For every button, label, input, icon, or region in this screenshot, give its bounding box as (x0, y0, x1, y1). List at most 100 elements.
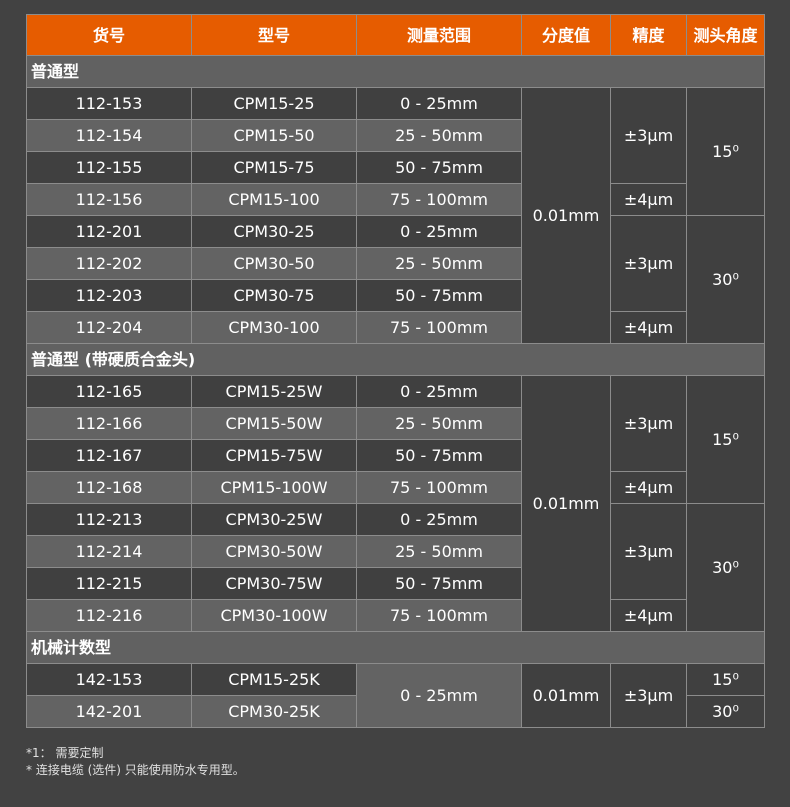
range-cell: 75 - 100mm (356, 183, 522, 216)
model-cell: CPM15-100W (191, 471, 357, 504)
section-row: 普通型 (26, 55, 765, 88)
table-row: 112-156 CPM15-100 75 - 100mm ±4μm (26, 183, 765, 216)
range-cell: 25 - 50mm (356, 407, 522, 440)
accuracy-cell: ±4μm (610, 471, 687, 504)
range-cell: 50 - 75mm (356, 439, 522, 472)
probe-angle-cell: 15⁰ (686, 375, 765, 504)
range-cell: 0 - 25mm (356, 663, 522, 728)
range-cell: 0 - 25mm (356, 375, 522, 408)
model-cell: CPM30-100 (191, 311, 357, 344)
accuracy-cell: ±3μm (610, 503, 687, 600)
probe-angle-cell: 30⁰ (686, 503, 765, 632)
accuracy-cell: ±3μm (610, 375, 687, 472)
section-row: 机械计数型 (26, 631, 765, 664)
table-row: 112-214 CPM30-50W 25 - 50mm (26, 535, 765, 568)
table-row: 112-216 CPM30-100W 75 - 100mm ±4μm (26, 599, 765, 632)
range-cell: 25 - 50mm (356, 535, 522, 568)
range-cell: 25 - 50mm (356, 119, 522, 152)
header-item-no: 货号 (26, 14, 192, 56)
table-row: 112-202 CPM30-50 25 - 50mm (26, 247, 765, 280)
model-cell: CPM15-25W (191, 375, 357, 408)
table-row: 112-166 CPM15-50W 25 - 50mm (26, 407, 765, 440)
section-title: 普通型 (带硬质合金头) (26, 343, 765, 376)
accuracy-cell: ±3μm (610, 215, 687, 312)
accuracy-cell: ±4μm (610, 599, 687, 632)
table-row: 112-213 CPM30-25W 0 - 25mm ±3μm 30⁰ (26, 503, 765, 632)
item-number-cell: 112-213 (26, 503, 192, 536)
item-number-cell: 112-214 (26, 535, 192, 568)
accuracy-cell: ±3μm (610, 87, 687, 184)
range-cell: 0 - 25mm (356, 215, 522, 248)
probe-angle-cell: 15⁰ (686, 87, 765, 216)
model-cell: CPM30-50 (191, 247, 357, 280)
model-cell: CPM15-50 (191, 119, 357, 152)
model-cell: CPM30-75W (191, 567, 357, 600)
item-number-cell: 112-154 (26, 119, 192, 152)
section-title: 普通型 (26, 55, 765, 88)
footnote: * 连接电缆 (选件) 只能使用防水专用型。 (26, 763, 245, 777)
range-cell: 0 - 25mm (356, 503, 522, 536)
range-cell: 50 - 75mm (356, 279, 522, 312)
item-number-cell: 112-215 (26, 567, 192, 600)
table-row: 112-215 CPM30-75W 50 - 75mm (26, 567, 765, 600)
footnote: *1： 需要定制 (26, 746, 104, 760)
accuracy-cell: ±4μm (610, 183, 687, 216)
model-cell: CPM30-50W (191, 535, 357, 568)
model-cell: CPM15-75W (191, 439, 357, 472)
model-cell: CPM30-25 (191, 215, 357, 248)
item-number-cell: 112-201 (26, 215, 192, 248)
probe-angle-cell: 15⁰ (686, 663, 765, 696)
header-resolution: 分度值 (521, 14, 611, 56)
model-cell: CPM15-25 (191, 87, 357, 120)
accuracy-cell: ±4μm (610, 311, 687, 344)
product-spec-table: 货号 型号 测量范围 分度值 精度 测头角度 普通型 112-153 CPM15-2… (26, 14, 765, 728)
item-number-cell: 112-216 (26, 599, 192, 632)
accuracy-cell: ±3μm (610, 663, 687, 728)
header-probe-angle: 测头角度 (686, 14, 765, 56)
probe-angle-cell: 30⁰ (686, 215, 765, 344)
model-cell: CPM15-75 (191, 151, 357, 184)
section-row: 普通型 (带硬质合金头) (26, 343, 765, 376)
table-row: 112-154 CPM15-50 25 - 50mm (26, 119, 765, 152)
item-number-cell: 112-156 (26, 183, 192, 216)
item-number-cell: 142-153 (26, 663, 192, 696)
range-cell: 75 - 100mm (356, 311, 522, 344)
range-cell: 25 - 50mm (356, 247, 522, 280)
model-cell: CPM30-75 (191, 279, 357, 312)
table-row: 112-155 CPM15-75 50 - 75mm (26, 151, 765, 184)
range-cell: 75 - 100mm (356, 471, 522, 504)
range-cell: 0 - 25mm (356, 87, 522, 120)
item-number-cell: 112-155 (26, 151, 192, 184)
header-range: 测量范围 (356, 14, 522, 56)
model-cell: CPM15-25K (191, 663, 357, 696)
model-cell: CPM15-100 (191, 183, 357, 216)
range-cell: 75 - 100mm (356, 599, 522, 632)
item-number-cell: 112-165 (26, 375, 192, 408)
range-cell: 50 - 75mm (356, 151, 522, 184)
item-number-cell: 112-203 (26, 279, 192, 312)
model-cell: CPM30-25K (191, 695, 357, 728)
table-row: 112-168 CPM15-100W 75 - 100mm ±4μm (26, 471, 765, 504)
model-cell: CPM30-100W (191, 599, 357, 632)
item-number-cell: 112-166 (26, 407, 192, 440)
probe-angle-cell: 30⁰ (686, 695, 765, 728)
resolution-cell: 0.01mm (521, 663, 611, 728)
item-number-cell: 112-204 (26, 311, 192, 344)
item-number-cell: 112-168 (26, 471, 192, 504)
model-cell: CPM30-25W (191, 503, 357, 536)
section-title: 机械计数型 (26, 631, 765, 664)
resolution-cell: 0.01mm (521, 375, 611, 632)
item-number-cell: 112-202 (26, 247, 192, 280)
item-number-cell: 112-153 (26, 87, 192, 120)
header-model: 型号 (191, 14, 357, 56)
table-row: 112-203 CPM30-75 50 - 75mm (26, 279, 765, 312)
resolution-cell: 0.01mm (521, 87, 611, 344)
table-row: 142-201 CPM30-25K 30⁰ (26, 695, 765, 728)
table-row: 112-201 CPM30-25 0 - 25mm ±3μm 30⁰ (26, 215, 765, 344)
table-header-row: 货号 型号 测量范围 分度值 精度 测头角度 (26, 14, 765, 56)
header-accuracy: 精度 (610, 14, 687, 56)
item-number-cell: 142-201 (26, 695, 192, 728)
item-number-cell: 112-167 (26, 439, 192, 472)
model-cell: CPM15-50W (191, 407, 357, 440)
table-row: 112-165 CPM15-25W 0 - 25mm 0.01mm ±3μm 15⁰ (26, 375, 765, 632)
